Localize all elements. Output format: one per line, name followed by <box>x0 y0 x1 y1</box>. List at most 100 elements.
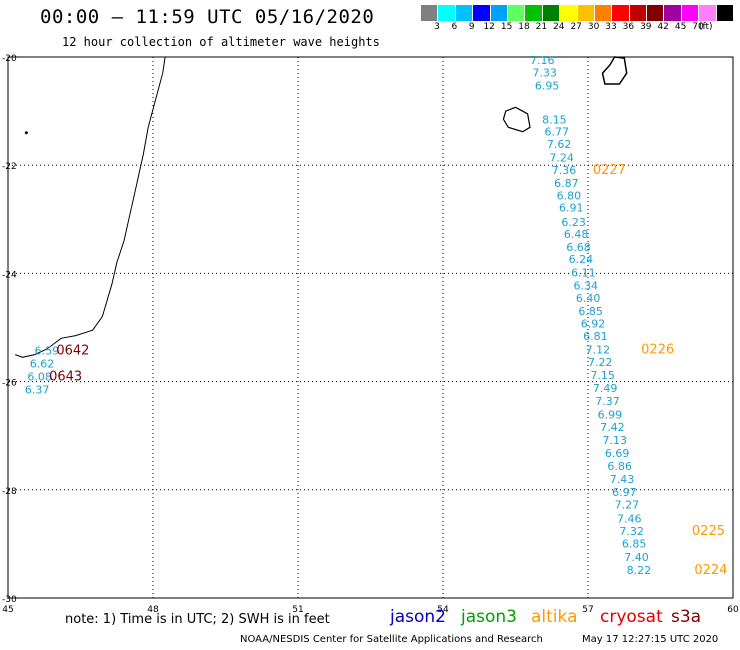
wave-height-color-scale <box>421 5 735 21</box>
legend-jason2: jason2 <box>390 607 446 627</box>
small-island <box>24 131 28 135</box>
longitude-tick-label: 54 <box>437 605 449 615</box>
wave-height-value: 7.46 <box>617 512 642 525</box>
longitude-tick-label: 48 <box>147 605 159 615</box>
latitude-tick-label: -30 <box>2 595 17 605</box>
pass-time-label: 0227 <box>593 163 626 178</box>
wave-height-value: 6.69 <box>605 447 630 460</box>
pass-time-label: 0226 <box>641 342 674 357</box>
wave-height-value: 7.42 <box>600 421 625 434</box>
scale-swatch <box>542 5 561 21</box>
wave-height-value: 6.11 <box>571 267 596 280</box>
wave-height-value: 6.08 <box>27 371 52 384</box>
scale-label: 6 <box>451 22 458 32</box>
scale-swatch <box>438 5 456 21</box>
scale-swatch <box>525 5 543 21</box>
wave-height-value: 6.91 <box>559 202 584 215</box>
legend-note: note: 1) Time is in UTC; 2) SWH is in fe… <box>65 612 330 627</box>
longitude-tick-label: 57 <box>582 605 593 615</box>
wave-height-value: 6.62 <box>30 358 55 371</box>
footer-credit: NOAA/NESDIS Center for Satellite Applica… <box>240 634 543 645</box>
scale-swatch <box>473 5 491 21</box>
wave-height-value: 6.99 <box>598 408 623 421</box>
wave-height-value: 7.13 <box>603 434 628 447</box>
scale-swatch <box>716 5 735 21</box>
wave-height-value: 6.37 <box>25 384 49 397</box>
scale-label: 27 <box>570 22 582 32</box>
pass-time-label: 0642 <box>56 344 89 359</box>
latitude-tick-label: -20 <box>2 54 17 64</box>
pass-time-label: 0643 <box>49 370 82 385</box>
scale-label: 70 <box>692 22 704 32</box>
reunion-island <box>502 106 531 133</box>
wave-height-value: 6.77 <box>545 125 570 138</box>
map-subtitle: 12 hour collection of altimeter wave hei… <box>62 35 380 49</box>
scale-label: 36 <box>622 22 635 32</box>
footer-timestamp: May 17 12:27:15 UTC 2020 <box>582 634 719 645</box>
wave-height-value: 6.86 <box>607 460 632 473</box>
scale-swatch <box>681 5 700 21</box>
wave-height-value: 7.32 <box>619 525 644 538</box>
wave-height-value: 7.40 <box>624 551 649 564</box>
wave-height-value: 7.12 <box>586 343 611 356</box>
scale-swatch <box>490 5 508 21</box>
wave-height-value: 8.15 <box>542 114 567 127</box>
scale-label: 9 <box>468 22 475 32</box>
scale-swatch <box>455 5 474 21</box>
scale-label: 30 <box>587 22 600 32</box>
latitude-tick-label: -28 <box>2 487 17 497</box>
wave-height-value: 6.85 <box>622 538 647 551</box>
wave-height-value: 6.23 <box>561 216 586 229</box>
scale-swatch <box>664 5 682 21</box>
longitude-tick-label: 60 <box>727 605 739 615</box>
scale-swatch <box>647 5 665 21</box>
scale-label: 15 <box>500 22 513 32</box>
scale-swatch <box>421 5 439 21</box>
latitude-tick-label: -26 <box>2 379 17 389</box>
pass-time-label: 0225 <box>692 524 725 539</box>
wave-height-value: 7.33 <box>532 66 557 79</box>
scale-label: 33 <box>605 22 617 32</box>
scale-swatch <box>612 5 630 21</box>
legend-s3a: s3a <box>671 607 702 627</box>
scale-label: 21 <box>535 22 548 32</box>
wave-height-value: 6.95 <box>535 79 560 92</box>
scale-swatch <box>507 5 526 21</box>
latitude-tick-label: -24 <box>2 270 17 280</box>
scale-label: 18 <box>518 22 530 32</box>
scale-swatch <box>577 5 595 21</box>
scale-label: 3 <box>434 22 440 32</box>
longitude-tick-label: 51 <box>292 605 303 615</box>
pass-time-label: 0224 <box>694 563 727 578</box>
scale-label: 24 <box>553 22 565 32</box>
madagascar-coastline <box>15 56 166 358</box>
wave-height-value: 6.97 <box>612 486 637 499</box>
wave-height-value: 6.92 <box>581 318 606 331</box>
scale-label: 42 <box>657 22 669 32</box>
wave-height-value: 7.24 <box>549 151 574 164</box>
wave-height-value: 6.81 <box>583 330 608 343</box>
wave-height-value: 7.27 <box>615 499 640 512</box>
wave-height-value: 6.48 <box>564 228 589 241</box>
wave-height-value: 7.15 <box>590 369 615 382</box>
legend-jason3: jason3 <box>461 607 517 627</box>
wave-height-value: 6.80 <box>557 189 582 202</box>
latitude-tick-label: -22 <box>2 162 17 172</box>
longitude-tick-label: 45 <box>2 605 13 615</box>
wave-height-value: 7.43 <box>610 473 635 486</box>
scale-swatch <box>629 5 648 21</box>
wave-height-value: 7.49 <box>593 382 618 395</box>
wave-height-value: 6.34 <box>574 280 599 293</box>
map-title: 00:00 – 11:59 UTC 05/16/2020 <box>40 6 375 28</box>
scale-swatch <box>699 5 717 21</box>
color-scale-unit: (ft) <box>699 22 713 32</box>
legend-cryosat: cryosat <box>600 607 663 627</box>
scale-swatch <box>594 5 613 21</box>
wave-height-value: 6.68 <box>566 241 591 254</box>
map-frame <box>7 56 734 599</box>
wave-height-value: 6.87 <box>554 177 579 190</box>
scale-swatch <box>560 5 578 21</box>
wave-height-value: 6.85 <box>578 305 603 318</box>
wave-height-value: 7.62 <box>547 138 572 151</box>
